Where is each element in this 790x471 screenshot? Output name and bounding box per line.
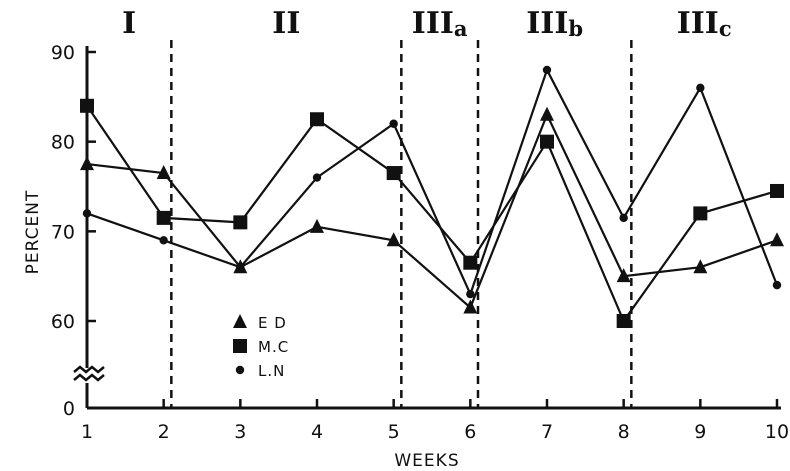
x-tick-label: 10	[765, 421, 789, 443]
triangle-marker	[310, 218, 324, 233]
circle-marker	[772, 280, 782, 290]
circle-marker	[466, 289, 475, 299]
x-tick-label: 4	[311, 421, 323, 443]
phase-label-sub: a	[454, 16, 468, 41]
square-marker	[540, 134, 554, 149]
triangle-marker	[693, 259, 708, 274]
circle-marker	[312, 173, 322, 182]
axis-break-mark	[73, 365, 105, 374]
triangle-marker	[616, 268, 631, 283]
phase-label-sub: b	[568, 16, 583, 41]
legend-label: L.N	[258, 362, 285, 380]
square-marker	[233, 339, 247, 353]
square-marker	[310, 112, 324, 127]
series-square	[80, 98, 784, 328]
circle-marker	[235, 365, 245, 375]
square-marker	[770, 183, 784, 198]
triangle-marker	[156, 165, 171, 180]
phase-label: IIIa	[412, 6, 468, 41]
triangle-marker	[233, 314, 247, 328]
axis-break-mark	[73, 373, 105, 382]
circle-marker	[542, 65, 552, 75]
series-circle	[82, 65, 782, 299]
triangle-marker	[463, 299, 478, 314]
y-tick-label: 70	[51, 221, 75, 243]
legend-label: E D	[258, 314, 287, 332]
square-marker	[80, 98, 94, 113]
legend: E D M.C L.N	[233, 314, 289, 380]
circle-marker	[619, 213, 628, 223]
circle-marker	[236, 263, 245, 272]
phase-label-main: III	[412, 6, 454, 41]
circle-marker	[389, 119, 398, 128]
x-tick-label: 7	[541, 421, 553, 443]
series-line	[86, 105, 778, 323]
x-tick-label: 2	[158, 421, 170, 443]
square-marker	[156, 210, 171, 225]
axes: 0 60 70 80 90 1 2 3 4 5 6 7 8 9 10	[51, 42, 789, 443]
legend-label: M.C	[258, 338, 289, 356]
x-tick-label: 5	[388, 421, 400, 443]
square-marker	[386, 166, 401, 181]
y-tick-label: 80	[51, 132, 75, 154]
x-tick-label: 9	[694, 421, 706, 443]
phase-label-main: III	[526, 6, 568, 41]
square-marker	[693, 206, 708, 221]
circle-marker	[696, 83, 705, 93]
phase-label: IIIc	[677, 6, 732, 41]
y-tick-label: 90	[51, 42, 75, 64]
triangle-marker	[540, 106, 554, 121]
x-tick-label: 6	[464, 421, 476, 443]
x-tick-label: 1	[81, 421, 93, 443]
circle-marker	[159, 236, 168, 245]
phase-label-main: III	[677, 6, 719, 41]
series-group	[80, 65, 784, 328]
phase-label-main: II	[272, 6, 300, 41]
square-marker	[233, 215, 248, 230]
y-tick-label: 60	[51, 311, 75, 333]
x-axis-title: WEEKS	[394, 451, 459, 471]
triangle-marker	[80, 156, 94, 171]
phase-label-sub: c	[719, 16, 732, 41]
x-tick-label: 3	[234, 421, 246, 443]
circle-marker	[82, 209, 92, 218]
phase-label-main: I	[122, 6, 136, 41]
phase-label: IIIb	[526, 6, 583, 41]
square-marker	[463, 255, 478, 270]
y-axis-title: PERCENT	[23, 190, 43, 275]
triangle-marker	[770, 232, 784, 247]
phase-labels: I II IIIa IIIb IIIc	[122, 6, 731, 41]
triangle-marker	[386, 232, 401, 247]
x-tick-label: 8	[618, 421, 630, 443]
phase-boundaries	[170, 40, 633, 408]
phase-label: I	[122, 6, 136, 41]
y-tick-label: 0	[63, 398, 75, 420]
series-line	[86, 68, 779, 296]
square-marker	[616, 314, 631, 328]
phase-label: II	[272, 6, 300, 41]
